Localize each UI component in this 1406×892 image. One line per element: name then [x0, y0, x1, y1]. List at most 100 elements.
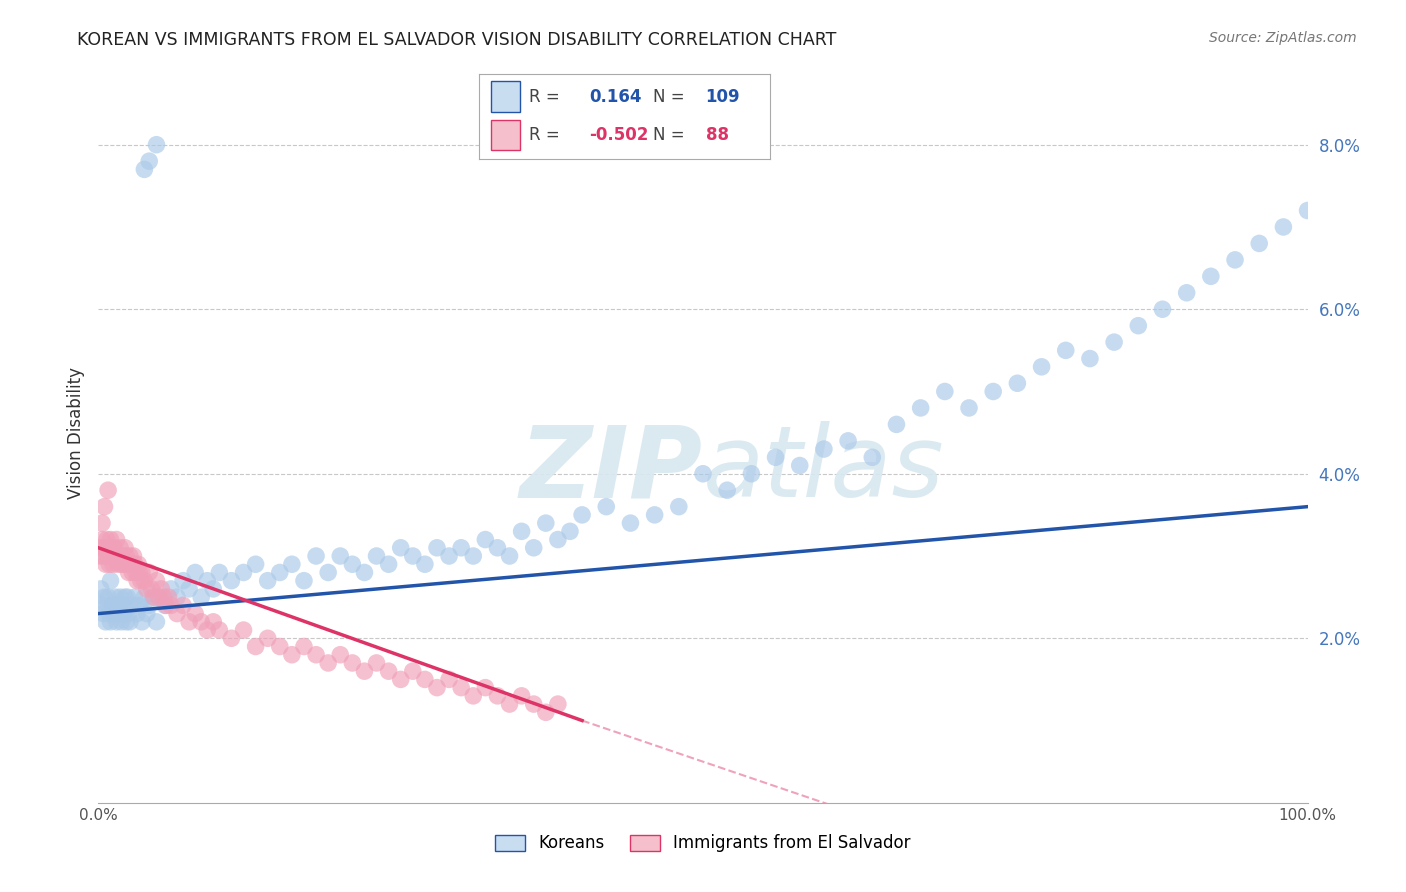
Point [377, 558, 399, 572]
Point [413, 673, 436, 687]
Point [498, 549, 520, 563]
Point [1152, 302, 1174, 317]
Point [145, 137, 167, 152]
Point [232, 623, 254, 637]
Point [97, 483, 120, 498]
Point [108, 607, 131, 621]
Point [107, 599, 129, 613]
Point [128, 566, 150, 580]
Point [129, 574, 152, 588]
Point [97, 590, 120, 604]
Point [135, 607, 157, 621]
Point [134, 590, 156, 604]
Point [134, 162, 156, 177]
Point [155, 599, 177, 613]
Point [160, 582, 183, 596]
Point [377, 664, 399, 678]
Point [437, 673, 460, 687]
Point [131, 566, 153, 580]
Point [957, 401, 980, 415]
Point [117, 558, 139, 572]
Point [389, 673, 412, 687]
Point [91, 607, 114, 621]
Point [172, 574, 194, 588]
Point [644, 508, 666, 522]
Point [90, 541, 112, 555]
Point [547, 533, 569, 547]
Point [208, 566, 231, 580]
Point [115, 615, 138, 629]
Point [510, 524, 533, 539]
Point [105, 615, 128, 629]
Point [886, 417, 908, 432]
Point [329, 549, 352, 563]
Point [124, 558, 146, 572]
Point [523, 697, 546, 711]
Point [179, 615, 201, 629]
Point [111, 549, 134, 563]
Point [245, 640, 267, 654]
Point [179, 582, 201, 596]
Point [1272, 219, 1295, 234]
Point [152, 590, 174, 604]
Point [105, 533, 128, 547]
Point [208, 623, 231, 637]
Point [292, 640, 315, 654]
Point [108, 590, 131, 604]
Point [934, 384, 956, 399]
Point [789, 458, 811, 473]
Point [131, 615, 153, 629]
Point [1199, 269, 1222, 284]
Point [202, 615, 225, 629]
Point [118, 615, 141, 629]
Text: Source: ZipAtlas.com: Source: ZipAtlas.com [1209, 31, 1357, 45]
Point [112, 607, 135, 621]
Point [101, 599, 124, 613]
Point [450, 681, 472, 695]
Point [138, 154, 160, 169]
Point [329, 648, 352, 662]
Point [202, 582, 225, 596]
Point [138, 599, 160, 613]
Point [1128, 318, 1150, 333]
Point [100, 541, 122, 555]
Point [437, 549, 460, 563]
Point [111, 599, 134, 613]
Point [166, 607, 188, 621]
Point [121, 566, 143, 580]
Point [1249, 236, 1271, 251]
Point [510, 689, 533, 703]
Point [97, 549, 120, 563]
Point [127, 574, 149, 588]
Point [148, 590, 170, 604]
Point [1296, 203, 1319, 218]
Text: atlas: atlas [703, 421, 945, 518]
Point [160, 599, 183, 613]
Point [571, 508, 593, 522]
Point [100, 549, 122, 563]
Point [100, 615, 122, 629]
Point [138, 566, 160, 580]
Point [342, 656, 364, 670]
Point [450, 541, 472, 555]
Point [145, 615, 167, 629]
Point [115, 549, 138, 563]
Point [221, 574, 243, 588]
Point [98, 558, 121, 572]
Point [118, 566, 141, 580]
Point [232, 566, 254, 580]
Text: ZIP: ZIP [520, 421, 703, 518]
Point [118, 607, 141, 621]
Point [1175, 285, 1198, 300]
Point [353, 566, 375, 580]
Point [96, 599, 118, 613]
Point [110, 615, 132, 629]
Point [463, 689, 485, 703]
Point [107, 558, 129, 572]
Point [523, 541, 546, 555]
Point [91, 533, 114, 547]
Point [1007, 376, 1029, 391]
Point [100, 574, 122, 588]
Point [245, 558, 267, 572]
Point [134, 574, 156, 588]
